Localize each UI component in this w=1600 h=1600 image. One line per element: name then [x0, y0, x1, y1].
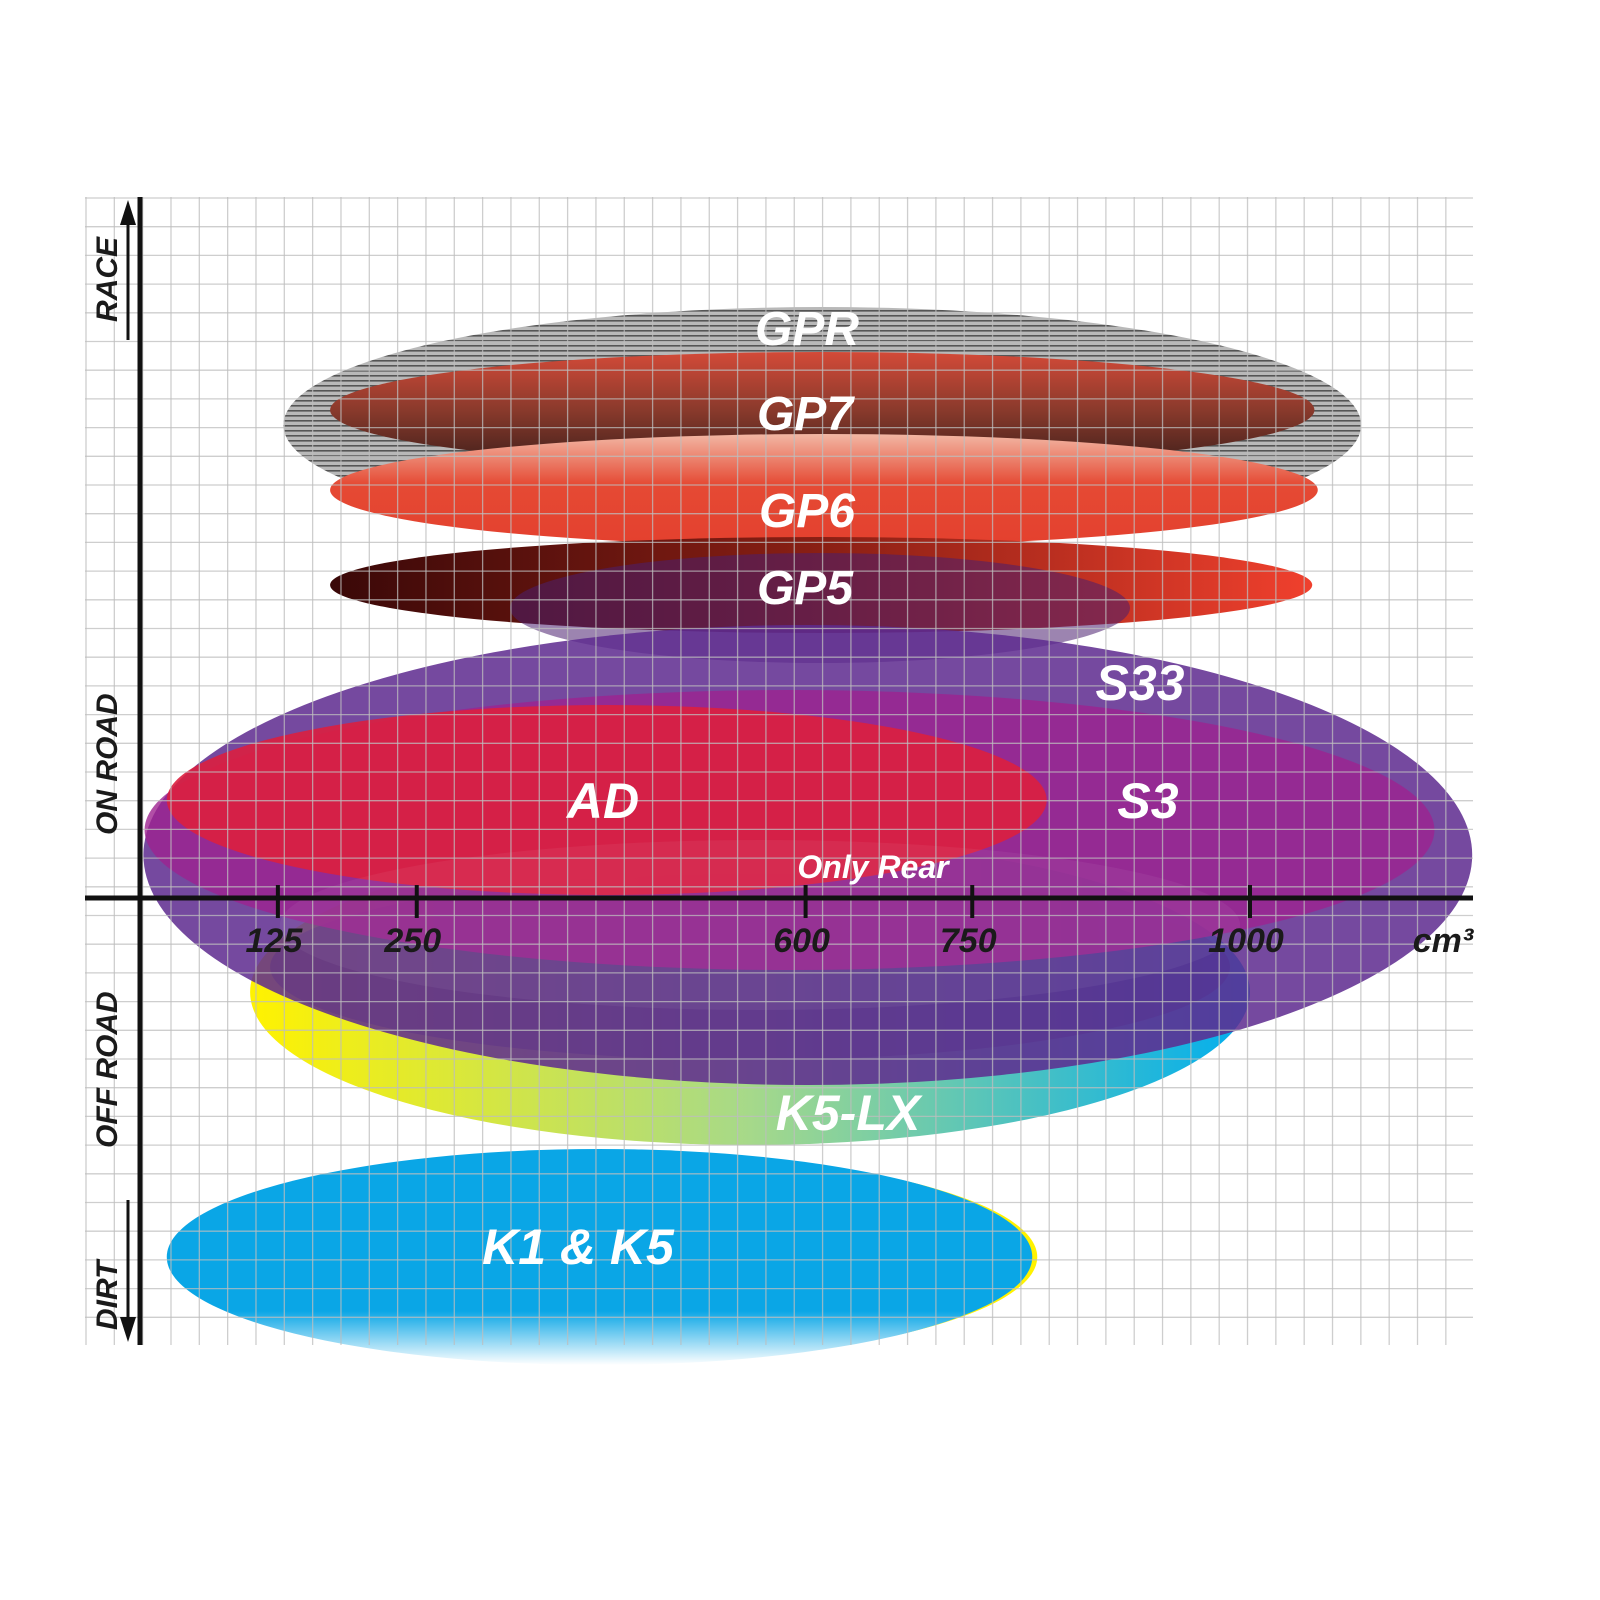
y-axis-labels: RACE ON ROAD OFF ROAD DIRT: [91, 236, 124, 1330]
label-k1-k5: K1 & K5: [482, 1219, 675, 1275]
label-gp5: GP5: [757, 562, 854, 615]
y-label-off-road: OFF ROAD: [91, 991, 124, 1148]
y-label-on-road: ON ROAD: [91, 693, 124, 835]
y-label-dirt: DIRT: [91, 1258, 124, 1330]
x-tick-label: 250: [383, 922, 441, 960]
y-label-race: RACE: [91, 236, 124, 322]
label-gp6: GP6: [759, 485, 855, 538]
regions: [143, 307, 1473, 1365]
x-tick-label: 750: [940, 922, 997, 960]
label-gp7: GP7: [757, 388, 855, 441]
x-ticks: 125 250 600 750 1000: [246, 885, 1284, 960]
x-tick-label: 125: [246, 922, 304, 960]
label-s3: S3: [1117, 773, 1178, 829]
region-gp6: [330, 434, 1318, 546]
grid: [85, 197, 1473, 1345]
region-labels: GPR GP7 GP6 GP5 S33 S3 AD Only Rear K5-L…: [482, 303, 1475, 1275]
region-ad: [166, 705, 1047, 895]
dirt-arrow-head-icon: [120, 1317, 136, 1342]
label-only-rear: Only Rear: [797, 849, 950, 885]
axes: [85, 197, 1473, 1345]
label-gpr: GPR: [755, 303, 859, 356]
x-tick-label: 1000: [1208, 922, 1284, 960]
region-only-rear-outline: [280, 840, 1240, 1010]
race-arrow-head-icon: [120, 200, 136, 225]
x-axis-unit: cm³: [1413, 922, 1475, 960]
label-ad: AD: [565, 773, 639, 829]
x-tick-label: 600: [773, 922, 830, 960]
label-k5-lx: K5-LX: [776, 1085, 923, 1141]
label-s33: S33: [1096, 655, 1185, 711]
